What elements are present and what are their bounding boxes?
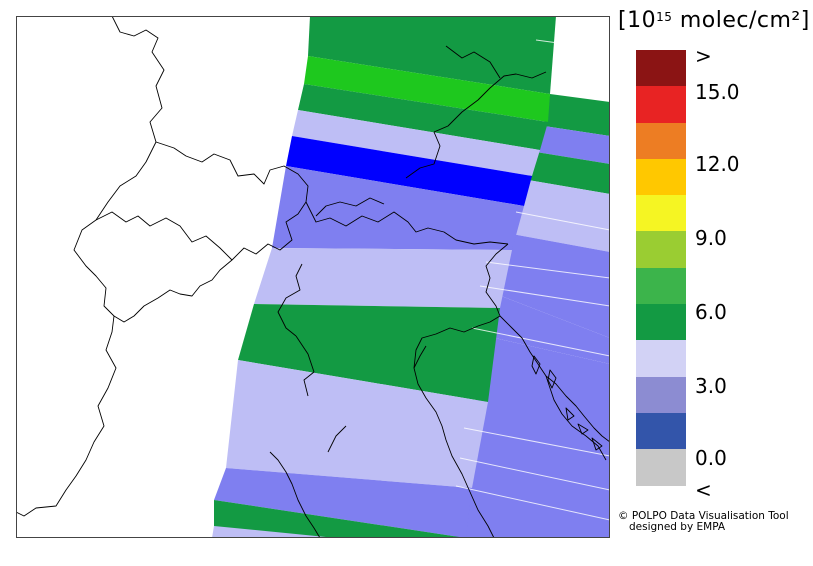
right-swath-band — [550, 16, 610, 94]
unit-suffix: molec/cm²] — [672, 8, 810, 33]
right-swath-band — [512, 180, 610, 252]
colorbar-swatch — [636, 304, 686, 341]
colorbar — [636, 50, 686, 486]
right-swath-band — [544, 94, 610, 136]
colorbar-swatch — [636, 267, 686, 305]
colorbar-swatch — [636, 340, 686, 377]
credits-line2: designed by EMPA — [629, 521, 726, 533]
border-line — [113, 141, 309, 323]
swath-band — [212, 526, 336, 538]
colorbar-swatch — [636, 449, 686, 486]
colorbar-tick-label: > — [695, 44, 712, 68]
border-line — [445, 45, 501, 79]
colorbar-swatch — [636, 122, 686, 159]
border-line — [305, 201, 509, 245]
credits-line1: © POLPO Data Visualisation Tool — [618, 510, 789, 522]
swath-band — [238, 304, 500, 402]
colorbar-swatch — [636, 158, 686, 196]
swath-band — [214, 468, 472, 538]
colorbar-tick-label: 0.0 — [695, 446, 727, 470]
scan-lines — [455, 39, 610, 521]
border-line — [433, 71, 547, 133]
map-frame — [16, 16, 610, 538]
border-line — [95, 211, 233, 261]
main-swath — [212, 16, 556, 538]
colorbar-swatch — [636, 412, 686, 450]
coastline — [413, 315, 501, 538]
border-line — [16, 16, 165, 517]
colorbar-swatch — [636, 231, 686, 268]
island — [547, 369, 557, 389]
colorbar-swatch — [636, 195, 686, 232]
island — [565, 407, 575, 421]
coastline — [269, 451, 321, 538]
swath-band — [214, 500, 466, 538]
coastline — [327, 425, 347, 453]
right-swath — [454, 16, 610, 538]
coastline — [413, 345, 427, 369]
swath-band — [254, 248, 512, 308]
colorbar-swatch — [636, 376, 686, 413]
border-line — [277, 263, 303, 337]
right-swath-band — [496, 234, 610, 338]
credits: © POLPO Data Visualisation Tool designed… — [618, 511, 789, 533]
colorbar-tick-label: 9.0 — [695, 226, 727, 250]
coastlines-borders — [16, 16, 610, 538]
swath-band — [308, 16, 556, 94]
island — [577, 423, 589, 435]
satellite-overlay-map — [16, 16, 610, 538]
island — [591, 437, 603, 451]
coastline — [499, 315, 610, 443]
island — [531, 355, 541, 375]
colorbar-swatch — [636, 86, 686, 123]
right-swath-band — [454, 336, 610, 538]
unit-prefix: [10 — [618, 8, 657, 33]
right-swath-band — [486, 294, 610, 364]
colorbar-tick-label: 15.0 — [695, 80, 740, 104]
border-line — [485, 243, 509, 317]
colorbar-legend: [1015 molec/cm²] >15.0 12.0 9.0 6.0 3.0 0.0 < — [616, 4, 811, 524]
map-panel — [16, 16, 610, 538]
border-line — [295, 335, 315, 397]
colorbar-tick-label: 12.0 — [695, 152, 740, 176]
swath-band — [272, 166, 524, 250]
colorbar-tick-label: 3.0 — [695, 374, 727, 398]
coastline — [545, 375, 607, 461]
swath-band — [286, 136, 532, 206]
swath-band — [298, 84, 548, 150]
border-line — [315, 197, 385, 217]
unit-label: [1015 molec/cm²] — [618, 8, 810, 33]
swath-band — [304, 56, 550, 122]
border-line — [405, 131, 441, 179]
right-swath-band — [536, 126, 610, 164]
unit-exponent: 15 — [656, 10, 673, 24]
colorbar-tick-label: < — [695, 478, 712, 502]
swath-band — [292, 110, 540, 176]
colorbar-tick-label: 6.0 — [695, 300, 727, 324]
colorbar-swatch — [636, 50, 686, 87]
